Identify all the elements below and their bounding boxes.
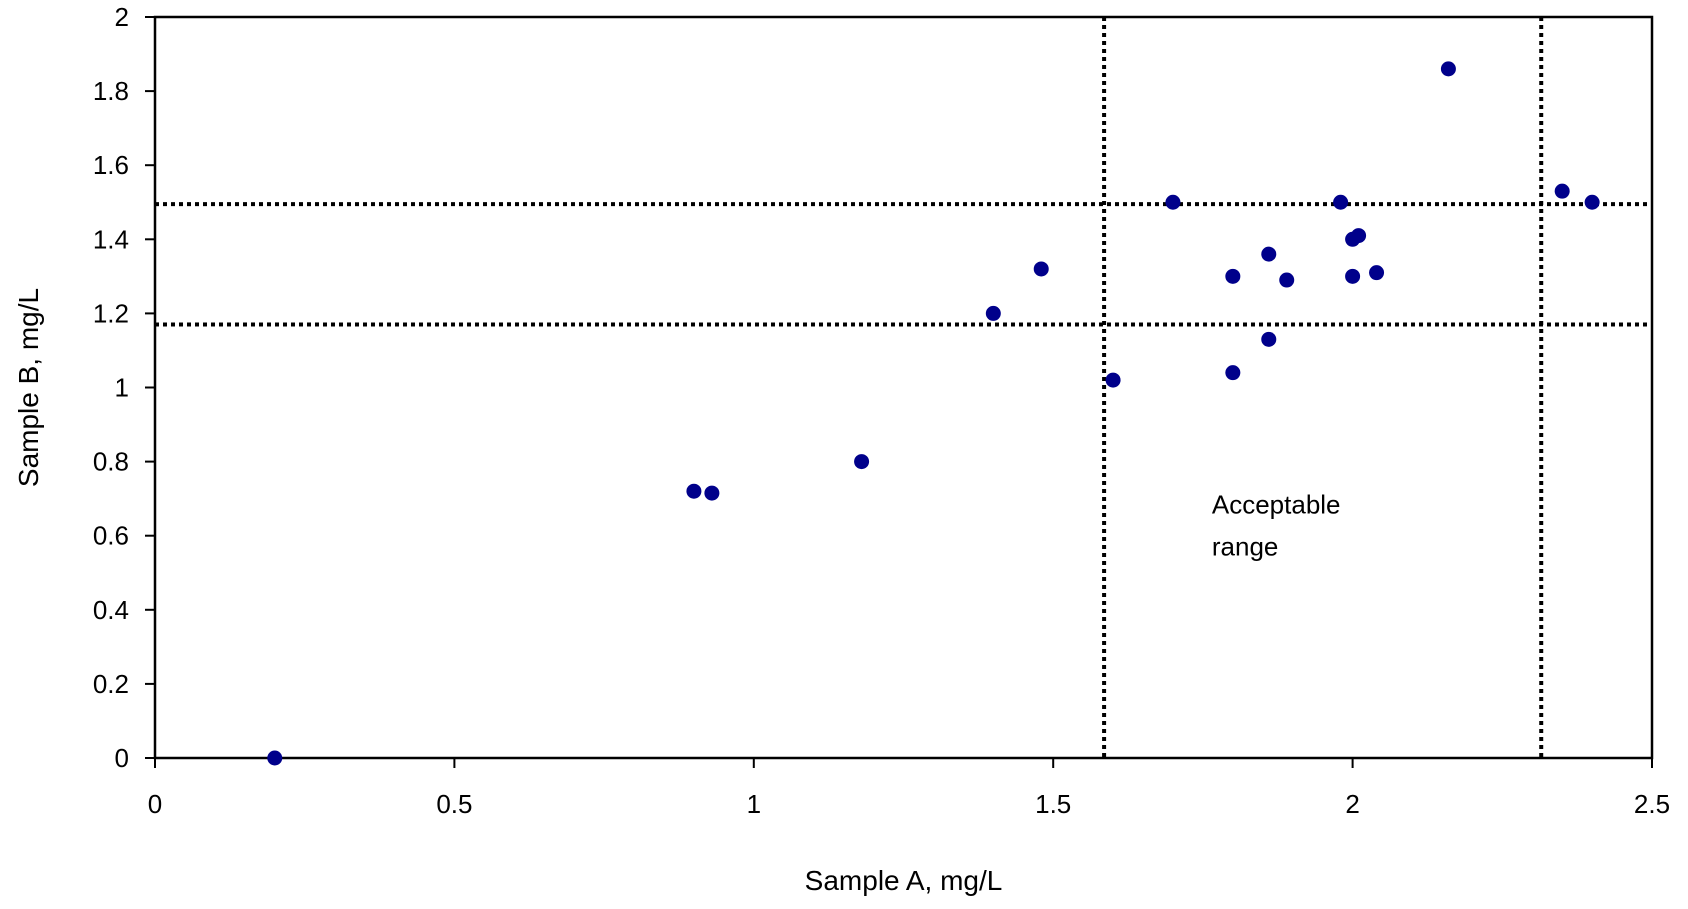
y-tick-label: 2 bbox=[115, 2, 129, 32]
data-point-3 bbox=[854, 454, 870, 470]
data-points bbox=[267, 61, 1600, 766]
data-point-20 bbox=[1584, 194, 1600, 210]
x-tick-label: 1 bbox=[747, 789, 761, 819]
data-point-2 bbox=[704, 485, 720, 501]
reference-lines bbox=[155, 17, 1652, 758]
data-point-16 bbox=[1345, 268, 1361, 284]
x-tick-label: 1.5 bbox=[1035, 789, 1071, 819]
y-tick-label: 0.6 bbox=[93, 521, 129, 551]
data-point-0 bbox=[267, 750, 283, 766]
data-point-5 bbox=[1033, 261, 1049, 277]
data-point-4 bbox=[985, 305, 1001, 321]
data-point-6 bbox=[1105, 372, 1121, 388]
annotation-line: Acceptable bbox=[1212, 489, 1341, 519]
y-tick-label: 0 bbox=[115, 743, 129, 773]
x-tick-label: 2 bbox=[1345, 789, 1359, 819]
data-point-17 bbox=[1369, 265, 1385, 281]
y-tick-label: 0.2 bbox=[93, 669, 129, 699]
data-point-13 bbox=[1333, 194, 1349, 210]
plot-area-frame bbox=[153, 15, 1654, 760]
y-axis-label: Sample B, mg/L bbox=[13, 288, 44, 487]
data-point-19 bbox=[1554, 183, 1570, 199]
y-tick-label: 0.8 bbox=[93, 447, 129, 477]
y-tick-label: 1.4 bbox=[93, 224, 129, 254]
data-point-15 bbox=[1351, 228, 1367, 244]
data-point-12 bbox=[1279, 272, 1295, 288]
y-axis-ticks: 0 0.2 0.4 0.6 0.8 1 1.2 1.4 1.6 1.8 2 bbox=[93, 2, 155, 773]
x-tick-label: 0.5 bbox=[436, 789, 472, 819]
data-point-7 bbox=[1165, 194, 1181, 210]
data-point-1 bbox=[686, 483, 702, 499]
acceptable-range-annotation: Acceptable range bbox=[1212, 489, 1341, 561]
annotation-line: range bbox=[1212, 531, 1279, 561]
x-axis-label: Sample A, mg/L bbox=[805, 865, 1003, 896]
data-point-8 bbox=[1225, 268, 1241, 284]
x-axis-ticks: 0 0.5 1 1.5 2 2.5 bbox=[148, 758, 1670, 819]
y-tick-label: 1 bbox=[115, 373, 129, 403]
y-tick-label: 1.2 bbox=[93, 298, 129, 328]
x-tick-label: 0 bbox=[148, 789, 162, 819]
data-point-10 bbox=[1261, 246, 1277, 262]
data-point-11 bbox=[1261, 331, 1277, 347]
data-point-9 bbox=[1225, 365, 1241, 381]
data-point-18 bbox=[1440, 61, 1456, 77]
y-tick-label: 1.6 bbox=[93, 150, 129, 180]
x-tick-label: 2.5 bbox=[1634, 789, 1670, 819]
y-tick-label: 0.4 bbox=[93, 595, 129, 625]
y-tick-label: 1.8 bbox=[93, 76, 129, 106]
